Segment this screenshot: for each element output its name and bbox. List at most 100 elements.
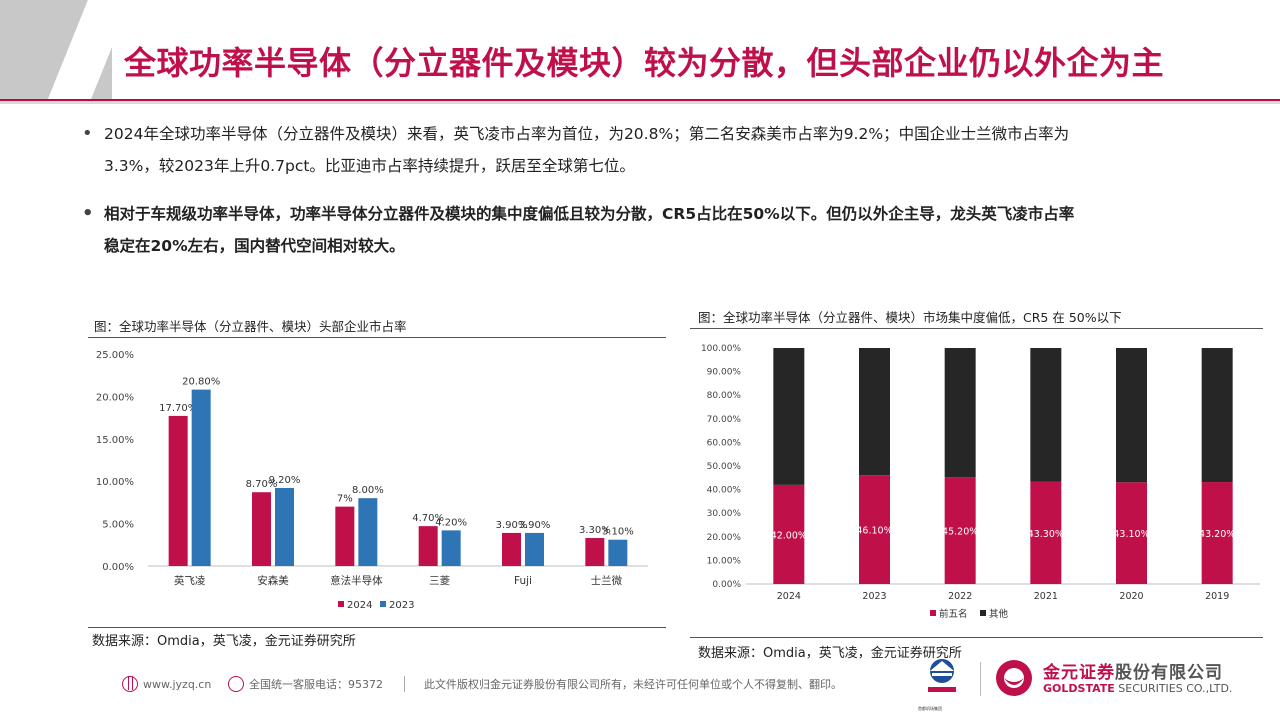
logo-separator (980, 662, 981, 696)
data-label: 3.90% (496, 520, 528, 531)
footer: www.jyzq.cn 全国统一客服电话：95372 此文件版权归金元证券股份有… (0, 664, 1280, 720)
legend-swatch-前五名 (930, 610, 936, 616)
x-tick-label: 2024 (777, 591, 801, 602)
data-label: 42.00% (771, 530, 807, 541)
bar-2023 (608, 539, 628, 566)
footer-hotline: 全国统一客服电话：95372 (228, 676, 383, 692)
legend-swatch-其他 (980, 610, 986, 616)
data-label: 3.30% (579, 525, 611, 536)
data-label: 17.70% (159, 403, 197, 414)
right-figure-source: 数据来源：Omdia，英飞凌，金元证券研究所 (698, 646, 962, 661)
stack-segment-其他 (1201, 348, 1233, 483)
right-figure-top-rule (690, 328, 1263, 329)
stack-segment-前五名 (944, 477, 976, 584)
y-tick-label: 90.00% (707, 368, 742, 378)
data-label: 46.10% (856, 526, 892, 537)
data-label: 9.20% (269, 475, 301, 486)
y-tick-label: 50.00% (707, 462, 742, 472)
bar-2023 (525, 532, 544, 566)
data-label: 43.20% (1199, 529, 1235, 540)
stack-segment-其他 (1116, 348, 1147, 483)
y-tick-label: 30.00% (707, 509, 742, 519)
stack-segment-其他 (773, 348, 805, 485)
bullet-2-line-2: 稳定在20%左右，国内替代空间相对较大。 (104, 237, 405, 255)
stack-segment-其他 (944, 348, 976, 478)
footer-hotline-text: 全国统一客服电话：95372 (249, 678, 383, 691)
group-logo-text: 首都机场集团 (918, 706, 942, 711)
x-tick-label: 英飞凌 (174, 574, 206, 587)
stack-segment-前五名 (1116, 482, 1147, 584)
data-label: 8.00% (352, 485, 384, 496)
right-figure-caption: 图：全球功率半导体（分立器件、模块）市场集中度偏低，CR5 在 50%以下 (698, 310, 1122, 325)
globe-icon (122, 676, 138, 692)
stack-segment-前五名 (773, 484, 805, 584)
bullet-1: • 2024年全球功率半导体（分立器件及模块）来看，英飞凌市占率为首位，为20.… (82, 118, 1254, 182)
data-label: 3.90% (519, 520, 551, 531)
group-logo-icon (928, 659, 956, 692)
company-name-en: GOLDSTATE SECURITIES CO.,LTD. (1043, 682, 1232, 695)
bar-2023 (191, 389, 211, 566)
company-name-cn-brand: 金元证券 (1043, 663, 1115, 683)
market-share-bar-chart: 0.00% 5.00% 10.00% 15.00% 20.00% 25.00% 17.70%… (96, 350, 648, 611)
y-tick-label: 25.00% (96, 350, 134, 361)
bullet-1-line-1: 2024年全球功率半导体（分立器件及模块）来看，英飞凌市占率为首位，为20.8%… (104, 125, 1070, 143)
stack-segment-前五名 (1030, 481, 1062, 584)
y-tick-label: 10.00% (707, 556, 742, 566)
y-tick-label: 100.00% (701, 344, 741, 354)
y-tick-label: 40.00% (707, 486, 742, 496)
footer-website[interactable]: www.jyzq.cn (122, 676, 211, 692)
y-tick-label: 20.00% (96, 392, 134, 403)
y-tick-label: 60.00% (707, 438, 742, 448)
y-tick-label: 0.00% (712, 580, 741, 590)
data-label: 4.70% (412, 513, 444, 524)
data-label: 43.10% (1113, 529, 1149, 540)
legend-label-前五名: 前五名 (939, 608, 968, 620)
stack-segment-前五名 (1201, 482, 1233, 584)
bar-2024 (502, 532, 521, 566)
bar-2024 (418, 526, 438, 566)
footer-website-text: www.jyzq.cn (143, 677, 212, 691)
y-tick-label: 20.00% (707, 533, 742, 543)
left-figure-source: 数据来源：Omdia，英飞凌，金元证券研究所 (92, 634, 356, 649)
corner-decoration (0, 0, 112, 104)
stack-segment-其他 (859, 348, 890, 476)
x-tick-label: 2021 (1034, 591, 1058, 602)
left-figure-top-rule (88, 337, 666, 338)
company-logo-icon (996, 660, 1032, 696)
bullet-1-line-2: 3.3%，较2023年上升0.7pct。比亚迪市占率持续提升，跃居至全球第七位。 (104, 157, 635, 175)
y-tick-label: 0.00% (102, 562, 134, 573)
x-tick-label: 2022 (948, 591, 972, 602)
bar-2023 (441, 530, 461, 566)
bar-2023 (275, 487, 294, 566)
data-label: 7% (337, 494, 353, 505)
title-underline-shadow (0, 101, 1280, 104)
stack-segment-前五名 (859, 475, 890, 584)
x-tick-label: 2019 (1205, 591, 1229, 602)
stack-segment-其他 (1030, 348, 1062, 482)
right-figure-bottom-rule (690, 637, 1263, 638)
bar-2024 (168, 415, 188, 566)
bullet-2-line-1: 相对于车规级功率半导体，功率半导体分立器件及模块的集中度偏低且较为分散，CR5占… (104, 205, 1075, 223)
title-underline (0, 99, 1280, 101)
bar-2024 (585, 538, 605, 566)
bar-2023 (358, 498, 378, 566)
footer-copyright: 此文件版权归金元证券股份有限公司所有，未经许可任何单位或个人不得复制、翻印。 (424, 678, 842, 691)
legend-swatch-2024 (338, 601, 344, 607)
data-label: 4.20% (435, 517, 467, 528)
y-tick-label: 70.00% (707, 415, 742, 425)
company-name-en-suffix: SECURITIES CO.,LTD. (1114, 682, 1233, 695)
x-tick-label: 三菱 (429, 575, 450, 587)
bullet-dot-icon: • (82, 203, 94, 224)
data-label: 43.30% (1028, 529, 1064, 540)
company-name-cn: 金元证券股份有限公司 (1043, 658, 1223, 683)
x-tick-label: 2020 (1119, 591, 1143, 602)
legend-label-2024: 2024 (347, 600, 372, 611)
bullet-dot-icon: • (82, 123, 93, 144)
y-tick-label: 15.00% (96, 435, 134, 446)
y-tick-label: 5.00% (102, 520, 134, 531)
legend-swatch-2023 (380, 601, 386, 607)
legend-label-其他: 其他 (989, 608, 1009, 620)
x-tick-label: 意法半导体 (330, 574, 383, 587)
company-name-en-brand: GOLDSTATE (1043, 682, 1115, 695)
y-tick-label: 80.00% (707, 391, 742, 401)
